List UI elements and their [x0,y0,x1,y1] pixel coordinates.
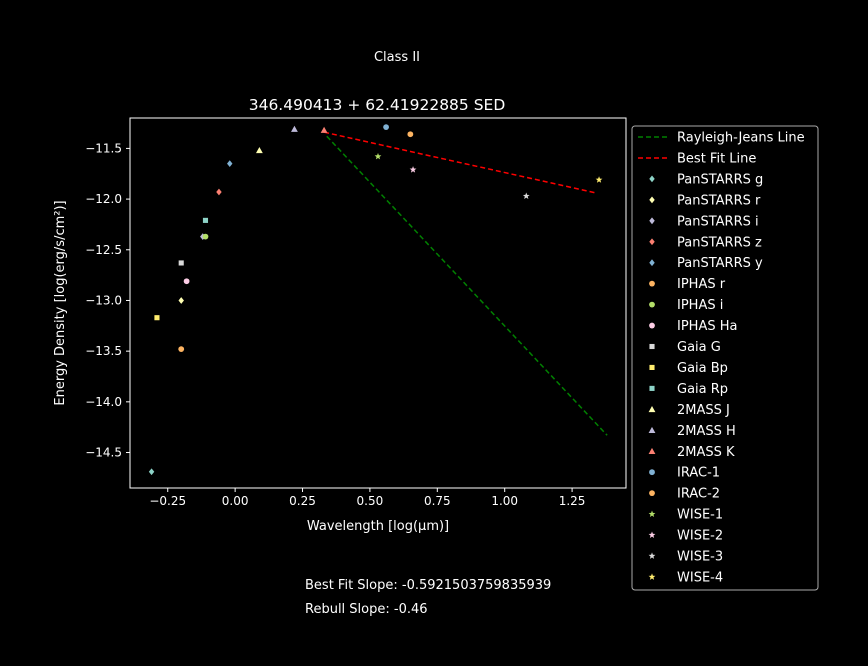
legend-entry-label: WISE-4 [677,570,723,585]
legend-marker [648,447,656,454]
legend-marker [649,238,655,246]
legend-entry-label: IPHAS i [677,298,723,313]
legend-entry-label: Rayleigh-Jeans Line [677,131,805,146]
wise-1-point [374,152,382,160]
legend-entry-label: PanSTARRS y [677,256,763,271]
legend-entry-label: Best Fit Line [677,151,756,166]
legend-marker [648,426,656,434]
iphas-ha-point [183,278,190,285]
legend-entry-label: 2MASS H [677,424,736,439]
2mass-h-point [291,125,298,132]
panstarrs-g-point [148,468,155,476]
y-tick-label: −14.0 [85,395,122,409]
best-fit-slope-text: Best Fit Slope: -0.5921503759835939 [305,578,551,593]
legend: Rayleigh-Jeans Line Best Fit Line PanSTARR… [631,125,819,591]
wise-3-point [522,192,530,199]
legend-entry-label: IPHAS Ha [677,319,737,334]
legend-marker [648,510,656,517]
gaia-rp-point [202,217,209,223]
legend-marker [649,322,655,329]
x-axis-label: Wavelength [log(μm)] [307,519,449,534]
plot-area: −0.25 0.00 0.25 0.50 0.75 1.00 1.25 −11.5 −12.0… [85,117,627,508]
axes-frame [129,117,627,489]
legend-marker [649,364,655,370]
legend-marker [649,259,655,267]
panstarrs-z-point [216,188,222,196]
legend-entry-label: PanSTARRS i [677,214,759,229]
legend-entry-label: WISE-1 [677,508,723,523]
x-tick-label: 1.00 [491,494,518,508]
gaia-g-point [178,260,184,266]
legend-marker [648,405,656,413]
wise-2-point [409,166,417,173]
legend-entry-label: PanSTARRS g [677,172,763,187]
panstarrs-y-point [227,160,233,168]
y-axis-ticks: −11.5 −12.0 −12.5 −13.0 −13.5 −14.0 −14.5 [85,141,130,460]
y-tick-label: −13.0 [85,293,122,307]
y-tick-label: −12.5 [85,243,122,257]
y-tick-label: −13.5 [85,344,122,358]
panstarrs-r-point [178,297,184,304]
x-axis-ticks: −0.25 0.00 0.25 0.50 0.75 1.00 1.25 [149,488,585,508]
legend-entry-label: Gaia Rp [677,382,728,397]
legend-entry-label: PanSTARRS r [677,193,761,208]
x-tick-label: 0.00 [222,494,249,508]
rayleigh-jeans-line-line [326,135,608,436]
2mass-j-point [255,147,263,154]
y-tick-label: −12.0 [85,192,122,206]
x-tick-label: −0.25 [149,494,186,508]
iphas-i-point [202,233,209,240]
legend-marker [649,175,655,183]
legend-entry-label: 2MASS J [677,403,730,418]
chart-title: 346.490413 + 62.41922885 SED [249,96,506,114]
legend-marker [649,196,655,204]
legend-frame [631,125,819,591]
fit-lines [323,131,608,436]
legend-entry-label: 2MASS K [677,445,735,460]
legend-entry-label: IPHAS r [677,277,726,292]
x-tick-label: 0.50 [357,494,384,508]
legend-entry-label: WISE-3 [677,550,723,565]
wise-4-point [595,176,603,183]
legend-marker [648,552,656,559]
legend-marker [649,490,655,497]
rebull-slope-text: Rebull Slope: -0.46 [305,602,428,617]
legend-marker [648,573,656,580]
y-axis-label: Energy Density [log(erg/s/cm²)] [53,200,68,405]
iphas-r-point [178,346,185,353]
2mass-k-point [320,126,328,133]
best-fit-line-line [323,131,597,194]
irac-2-point [407,131,414,138]
x-tick-label: 1.25 [559,494,586,508]
y-tick-label: −14.5 [85,446,122,460]
figure-suptitle: Class II [374,50,420,65]
legend-marker [649,217,655,225]
data-points [148,124,603,476]
legend-entry-label: Gaia Bp [677,361,728,376]
legend-entry-label: IRAC-2 [677,487,720,502]
legend-marker [649,280,655,287]
legend-marker [648,531,656,538]
legend-entry-label: WISE-2 [677,529,723,544]
legend-entry-label: IRAC-1 [677,466,720,481]
irac-1-point [383,124,389,131]
legend-entry-label: PanSTARRS z [677,235,762,250]
y-tick-label: −11.5 [85,141,122,155]
legend-marker [649,301,655,308]
legend-marker [649,343,655,350]
legend-entry-label: Gaia G [677,340,721,355]
x-tick-label: 0.25 [289,494,316,508]
gaia-bp-point [154,315,160,321]
legend-marker [649,385,655,391]
legend-marker [649,469,655,476]
x-tick-label: 0.75 [424,494,451,508]
